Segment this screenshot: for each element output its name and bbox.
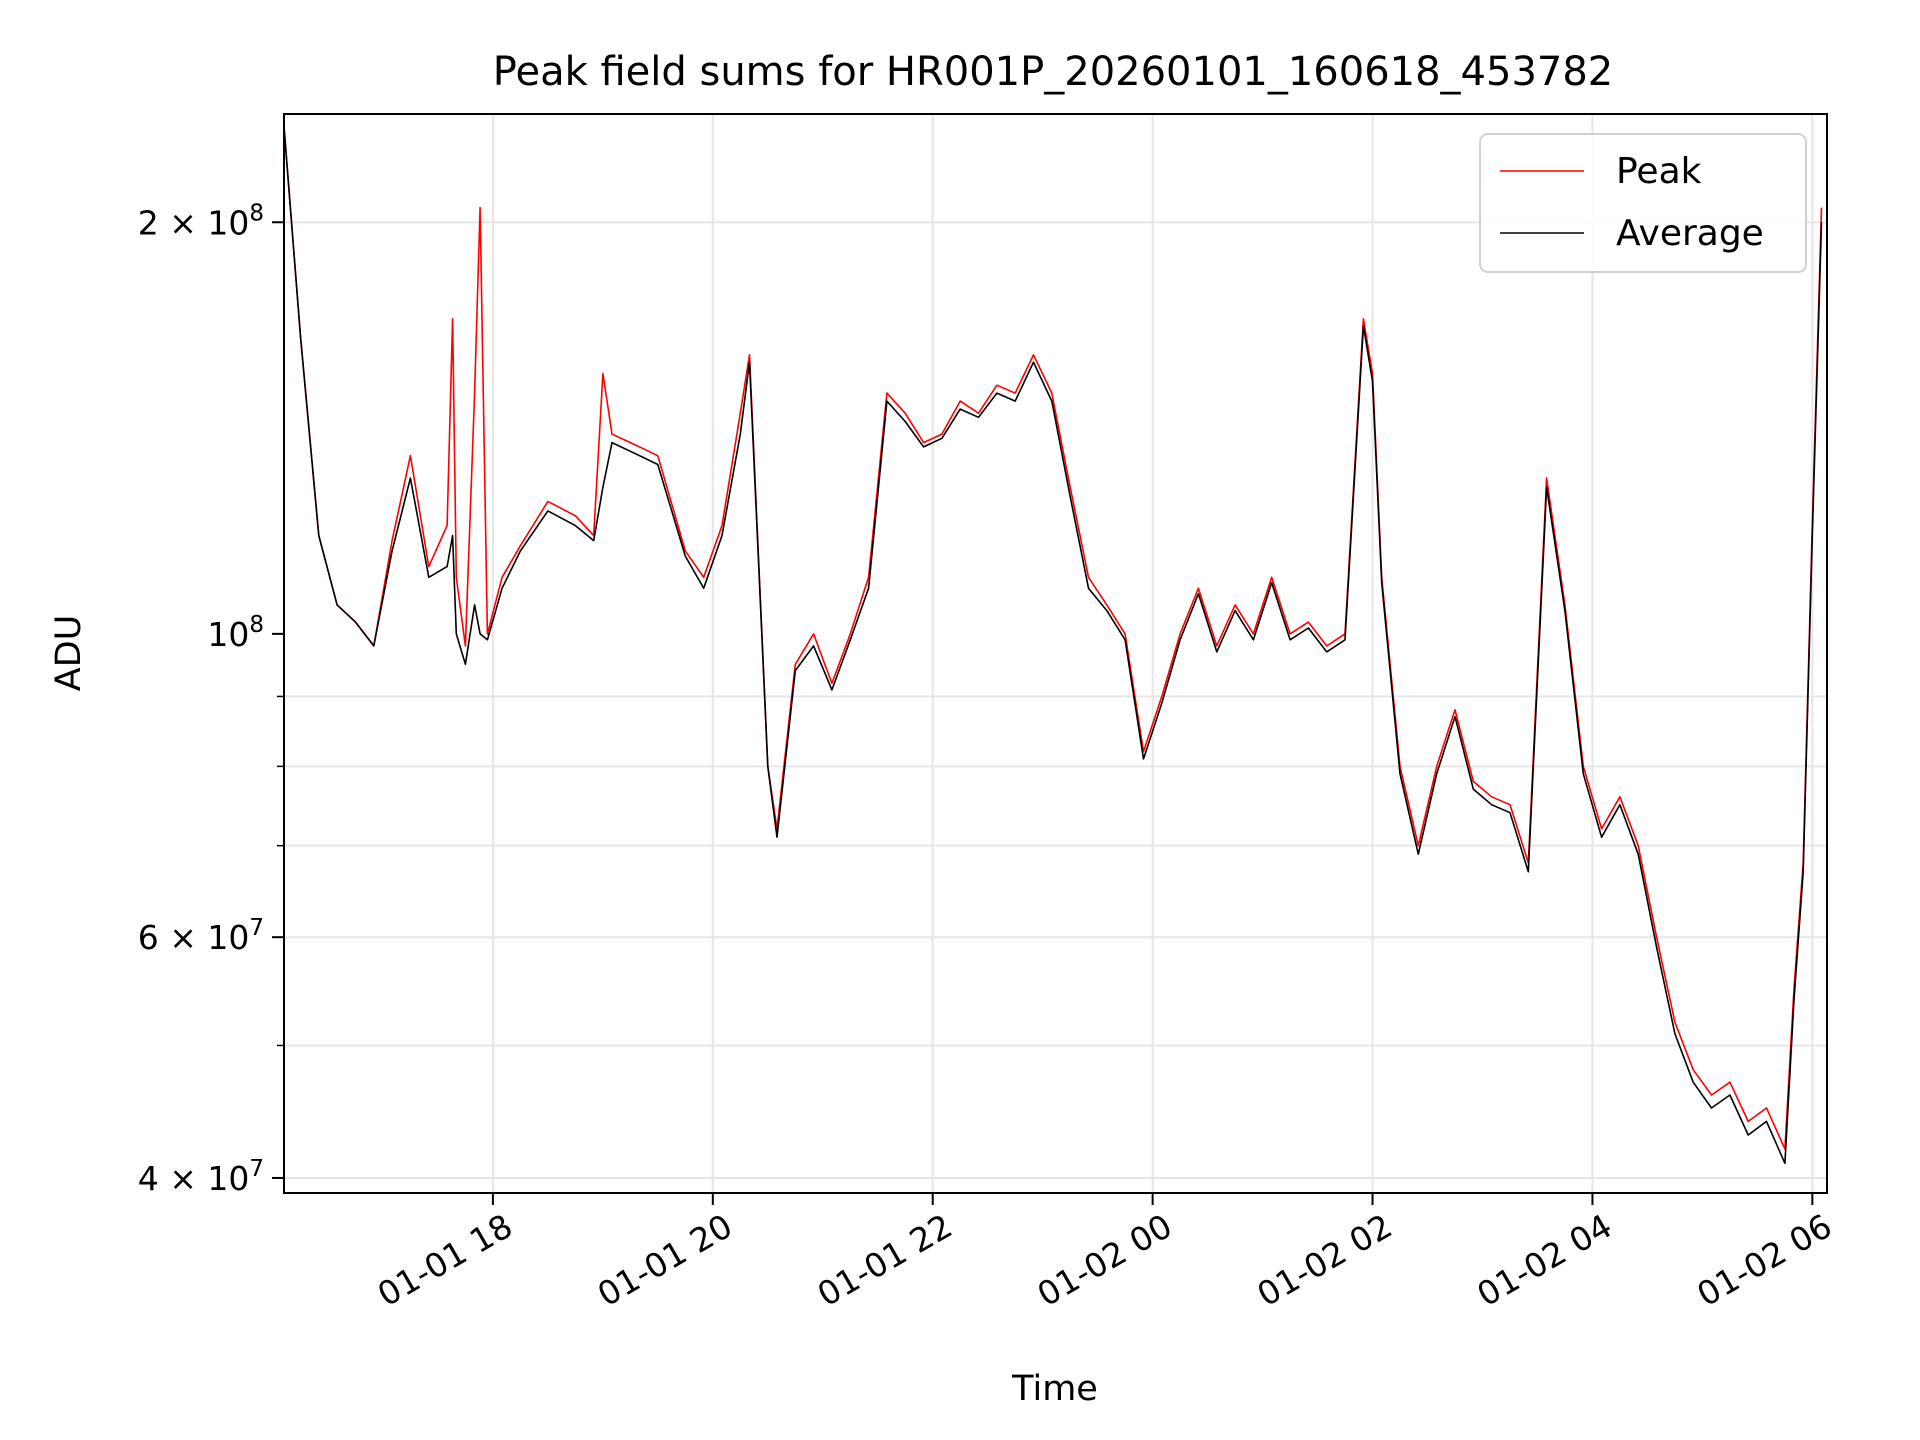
y-axis: 2 × 108 108 6 × 107 4 × 107 xyxy=(138,200,284,1198)
y-axis-label: ADU xyxy=(49,615,89,692)
legend-box xyxy=(1479,133,1807,273)
y-tick-label: 4 × 107 xyxy=(138,1156,264,1198)
legend-label-peak: Peak xyxy=(1616,151,1702,192)
series-layer xyxy=(283,126,1823,1165)
legend: Peak Average xyxy=(1479,133,1807,273)
grid xyxy=(284,114,1827,1193)
y-tick-label: 6 × 107 xyxy=(138,915,264,957)
series-line-average xyxy=(283,126,1823,1165)
legend-label-average: Average xyxy=(1616,213,1764,254)
y-tick-label: 108 xyxy=(207,612,264,654)
x-axis-label: Time xyxy=(1011,1369,1098,1409)
y-tick-label: 2 × 108 xyxy=(138,200,264,242)
chart-title: Peak field sums for HR001P_20260101_1606… xyxy=(493,49,1613,95)
plot-frame xyxy=(283,113,1828,1194)
